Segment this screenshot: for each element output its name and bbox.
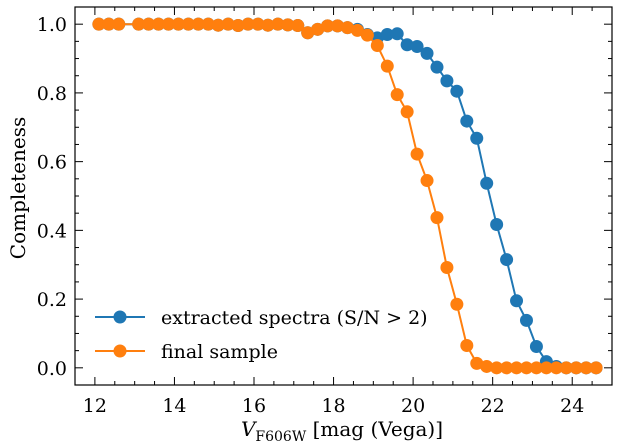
y-tick-label: 0.2 [37,289,67,311]
x-tick-label: 18 [321,395,345,417]
data-point [500,361,514,375]
data-point [132,17,146,31]
data-point [539,361,553,375]
data-point [519,361,533,375]
data-point [529,340,543,354]
y-tick-label: 0.4 [37,220,67,242]
y-tick-label: 0.8 [37,83,67,105]
data-point [510,361,524,375]
data-point [510,294,524,308]
data-point [350,23,364,37]
y-tick-label: 1.0 [37,14,67,36]
series-layer [92,17,603,375]
data-point [500,253,514,267]
data-point [480,176,494,190]
data-point [400,105,414,119]
data-point [420,174,434,188]
legend-item: final sample [95,341,278,363]
data-point [251,17,265,31]
data-point [579,361,593,375]
data-point [221,17,235,31]
data-point [390,27,404,41]
data-point [380,27,394,41]
data-point [241,17,255,31]
data-point [360,28,374,42]
x-axis-label-subscript: F606W [255,429,306,445]
data-point [261,18,275,32]
data-point [440,74,454,88]
data-point [400,38,414,52]
data-point [529,361,543,375]
data-point [549,361,563,375]
x-tick-label: 24 [560,395,584,417]
legend-label: final sample [161,341,278,363]
data-point [201,17,215,31]
x-axis-label-main: V [241,417,258,441]
y-axis-label: Completeness [6,117,30,259]
x-axis-label: VF606W [mag (Vega)] [241,417,443,445]
data-point [291,19,305,33]
data-point [311,22,325,36]
data-point [410,40,424,54]
data-point [340,21,354,35]
x-tick-label: 14 [162,395,186,417]
data-point [569,361,583,375]
x-tick-label: 20 [401,395,425,417]
data-point [480,359,494,373]
data-point [420,46,434,60]
data-point [390,88,404,102]
data-point [271,17,285,31]
data-point [470,356,484,370]
data-point [430,60,444,74]
data-point [191,17,205,31]
x-tick-label: 16 [242,395,266,417]
data-point [331,19,345,33]
data-point [430,211,444,225]
x-tick-label: 12 [83,395,107,417]
data-point [211,18,225,32]
legend-marker [113,344,127,358]
data-point [559,361,573,375]
data-point [102,17,116,31]
data-point [92,17,106,31]
axis-ticks [75,6,613,386]
legend-item: extracted spectra (S/N > 2) [95,307,428,329]
x-tick-label: 22 [481,395,505,417]
tick-labels: 12 14 16 18 20 22 24 0.0 0.2 0.4 0.6 0.8 1.0 [37,14,585,417]
y-tick-label: 0.0 [37,358,67,380]
data-point [321,19,335,33]
data-point [380,59,394,73]
data-point [152,17,166,31]
data-point [519,313,533,327]
data-point [460,338,474,352]
y-tick-label: 0.6 [37,152,67,174]
data-point [450,84,464,98]
data-point [142,17,156,31]
data-point [112,17,126,31]
data-point [440,260,454,274]
data-point [181,17,195,31]
legend: extracted spectra (S/N > 2) final sample [95,307,428,363]
data-point [460,114,474,128]
data-point [161,17,175,31]
data-point [450,297,464,311]
data-point [281,18,295,32]
data-point [370,38,384,52]
data-point [490,218,504,232]
data-point [231,19,245,33]
x-axis-label-units: [mag (Vega)] [306,417,443,441]
legend-marker [113,310,127,324]
series-final-sample [92,17,603,375]
data-point [410,147,424,161]
data-point [490,361,504,375]
data-point [589,361,603,375]
plot-frame [74,6,613,386]
data-point [301,26,315,40]
legend-label: extracted spectra (S/N > 2) [161,307,428,329]
data-point [171,17,185,31]
data-point [470,131,484,145]
